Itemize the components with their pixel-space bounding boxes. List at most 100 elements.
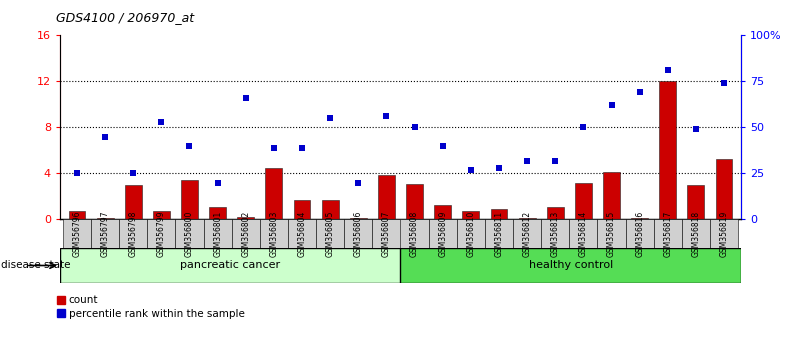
Bar — [541, 219, 570, 248]
Text: GSM356805: GSM356805 — [326, 210, 335, 257]
Text: GSM356811: GSM356811 — [494, 211, 504, 257]
Text: disease state: disease state — [1, 261, 70, 270]
Text: GSM356800: GSM356800 — [185, 210, 194, 257]
Point — [577, 125, 590, 130]
Text: GSM356796: GSM356796 — [72, 210, 82, 257]
Point — [183, 143, 196, 149]
Text: GDS4100 / 206970_at: GDS4100 / 206970_at — [56, 11, 194, 24]
Text: GSM356815: GSM356815 — [607, 211, 616, 257]
Bar — [687, 185, 704, 219]
Text: healthy control: healthy control — [529, 261, 613, 270]
Text: GSM356819: GSM356819 — [719, 211, 729, 257]
Point — [127, 171, 139, 176]
Bar — [153, 211, 170, 219]
Point — [465, 167, 477, 173]
Text: GSM356806: GSM356806 — [354, 210, 363, 257]
Bar — [260, 219, 288, 248]
Text: GSM356803: GSM356803 — [269, 210, 279, 257]
Bar — [513, 219, 541, 248]
Bar — [322, 200, 339, 219]
Text: pancreatic cancer: pancreatic cancer — [180, 261, 280, 270]
Point — [155, 119, 167, 125]
Text: GSM356797: GSM356797 — [101, 210, 110, 257]
Text: GSM356810: GSM356810 — [466, 211, 475, 257]
Bar — [175, 219, 203, 248]
Bar — [598, 219, 626, 248]
Bar — [294, 200, 311, 219]
Text: GSM356808: GSM356808 — [410, 211, 419, 257]
Bar — [60, 248, 400, 283]
Bar — [457, 219, 485, 248]
Legend: count, percentile rank within the sample: count, percentile rank within the sample — [58, 296, 244, 319]
Bar — [400, 219, 429, 248]
Point — [70, 171, 83, 176]
Bar — [575, 183, 592, 219]
Bar — [265, 168, 282, 219]
Bar — [119, 219, 147, 248]
Bar — [209, 207, 226, 219]
Bar — [97, 218, 114, 219]
Bar — [203, 219, 231, 248]
Text: GSM356799: GSM356799 — [157, 210, 166, 257]
Text: GSM356809: GSM356809 — [438, 210, 447, 257]
Text: GSM356804: GSM356804 — [297, 210, 307, 257]
Text: GSM356816: GSM356816 — [635, 211, 644, 257]
Text: GSM356814: GSM356814 — [579, 211, 588, 257]
Point — [521, 158, 533, 164]
Point — [549, 158, 562, 164]
Text: GSM356817: GSM356817 — [663, 211, 672, 257]
Point — [493, 165, 505, 171]
Bar — [237, 217, 254, 219]
Bar — [547, 207, 564, 219]
Bar — [485, 219, 513, 248]
Bar — [682, 219, 710, 248]
Bar — [654, 219, 682, 248]
Text: GSM356802: GSM356802 — [241, 211, 250, 257]
Bar — [91, 219, 119, 248]
Bar — [490, 209, 507, 219]
Point — [296, 145, 308, 150]
Point — [99, 134, 111, 139]
Bar — [434, 205, 451, 219]
Bar — [344, 219, 372, 248]
Text: GSM356813: GSM356813 — [551, 211, 560, 257]
Text: GSM356798: GSM356798 — [129, 210, 138, 257]
Bar — [231, 219, 260, 248]
Text: GSM356818: GSM356818 — [691, 211, 700, 257]
Bar — [147, 219, 175, 248]
Bar — [372, 219, 400, 248]
Bar — [181, 181, 198, 219]
Point — [662, 68, 674, 73]
Text: GSM356807: GSM356807 — [382, 210, 391, 257]
Point — [352, 180, 364, 185]
Point — [239, 95, 252, 101]
Text: GSM356812: GSM356812 — [522, 211, 532, 257]
Point — [324, 115, 336, 121]
Point — [380, 114, 392, 119]
Point — [268, 145, 280, 150]
Point — [634, 90, 646, 95]
Bar — [400, 248, 741, 283]
Bar — [626, 219, 654, 248]
Bar — [406, 184, 423, 219]
Bar — [715, 159, 732, 219]
Point — [409, 125, 421, 130]
Bar — [710, 219, 738, 248]
Point — [605, 103, 618, 108]
Bar — [288, 219, 316, 248]
Bar — [519, 218, 536, 219]
Bar — [63, 219, 91, 248]
Bar — [69, 211, 86, 219]
Bar — [570, 219, 598, 248]
Point — [211, 180, 224, 185]
Bar — [603, 172, 620, 219]
Bar — [631, 218, 648, 219]
Bar — [378, 175, 395, 219]
Bar — [125, 185, 142, 219]
Text: GSM356801: GSM356801 — [213, 211, 222, 257]
Point — [690, 126, 702, 132]
Bar — [316, 219, 344, 248]
Bar — [462, 211, 479, 219]
Bar — [659, 81, 676, 219]
Bar — [350, 218, 367, 219]
